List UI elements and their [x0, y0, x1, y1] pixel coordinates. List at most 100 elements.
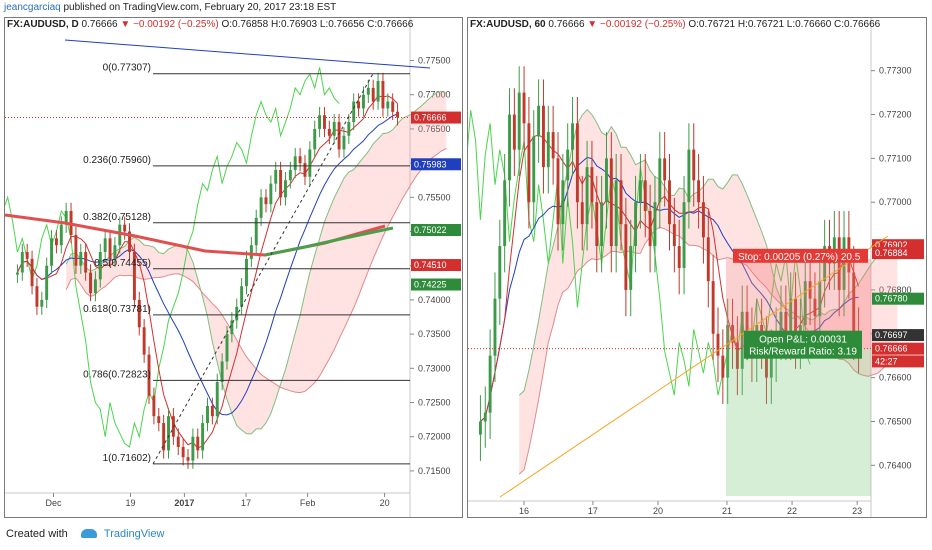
candle-body — [201, 423, 205, 451]
created-with-label: Created with — [6, 528, 68, 540]
candle-body — [30, 258, 34, 287]
candle-body — [323, 115, 326, 129]
price-tag-box — [872, 342, 924, 355]
x-tick-label: 19 — [125, 498, 135, 508]
publish-info: published on TradingView.com, February 2… — [63, 2, 337, 13]
x-tick-label: 20 — [653, 506, 663, 516]
fib-diagonal-line — [152, 73, 374, 465]
candle-body — [803, 281, 807, 325]
candle-body — [590, 167, 594, 203]
y-tick-label: 0.74000 — [418, 295, 451, 305]
price-tag-box — [411, 224, 461, 237]
candle-body — [677, 246, 681, 268]
candle-body — [254, 217, 258, 246]
candle-body — [35, 286, 39, 307]
candle-body — [298, 156, 302, 164]
daily-ohlc: O:0.76858 H:0.76903 L:0.76656 C:0.76666 — [221, 19, 414, 30]
trend-line-top — [64, 39, 431, 69]
candle-body — [361, 94, 365, 109]
author-link[interactable]: jeancgarciaq — [4, 2, 61, 13]
candle-body — [794, 298, 798, 343]
fib-level-label: 0.618(0.73781) — [83, 304, 151, 315]
candle-body — [682, 202, 686, 268]
fib-level-label: 0.5(0.74455) — [94, 258, 151, 269]
candle-body — [123, 224, 127, 232]
candle-body — [808, 281, 812, 299]
candle-body — [731, 325, 734, 343]
candle-body — [269, 183, 273, 205]
candle-body — [342, 135, 346, 150]
cloud-span-a-line — [518, 108, 898, 396]
daily-symbol: FX:AUDUSD, D — [7, 19, 79, 30]
candle-body — [264, 197, 268, 205]
price-tag-box — [411, 158, 461, 171]
price-tag-box — [411, 111, 461, 124]
hourly-chart-panel[interactable]: FX:AUDUSD, 60 0.76666 ▼ −0.00192 (−0.25%… — [467, 17, 927, 518]
candle-body — [561, 180, 565, 225]
candle-body — [113, 245, 117, 259]
candle-body — [585, 167, 589, 225]
daily-chart-panel[interactable]: FX:AUDUSD, D 0.76666 ▼ −0.00192 (−0.25%)… — [4, 17, 463, 518]
candle-body — [381, 81, 385, 109]
x-tick-label: 23 — [852, 506, 862, 516]
candle-body — [152, 395, 156, 417]
candle-body — [391, 101, 395, 112]
hourly-symbol: FX:AUDUSD, 60 — [470, 19, 546, 30]
price-tag-box — [872, 329, 924, 342]
pnl-label: Open P&L: 0.00031 — [759, 335, 847, 346]
price-tag-label: 0.75022 — [414, 225, 447, 235]
candle-body — [54, 238, 58, 246]
stop-label: Stop: 0.00205 (0.27%) 20.5 — [738, 252, 861, 263]
candle-body — [687, 149, 691, 203]
candle-body — [89, 272, 92, 294]
y-tick-label: 0.73000 — [418, 363, 451, 373]
candle-body — [366, 87, 370, 95]
candle-body — [818, 281, 822, 317]
price-tag-box — [872, 247, 924, 260]
candle-body — [488, 355, 492, 413]
candle-body — [132, 252, 136, 300]
tradingview-logo-icon — [80, 528, 97, 538]
candle-body — [692, 149, 696, 181]
candle-body — [176, 436, 180, 447]
tradingview-brand-link[interactable]: TradingView — [103, 528, 165, 540]
y-tick-label: 0.72000 — [418, 432, 451, 442]
y-tick-label: 0.75500 — [418, 192, 451, 202]
stop-label-box — [733, 248, 868, 263]
ma-green-line — [264, 226, 394, 257]
x-tick-label: 20 — [380, 498, 390, 508]
candle-body — [386, 101, 390, 109]
price-tag-label: 42:27 — [875, 356, 898, 366]
candle-body — [230, 320, 234, 335]
candle-body — [653, 202, 657, 247]
footer: Created with TradingView — [6, 528, 164, 540]
y-tick-label: 0.76600 — [879, 373, 912, 383]
candle-body — [813, 298, 817, 317]
hourly-chart-canvas[interactable]: 0.773000.772000.771000.770000.769000.768… — [468, 18, 926, 517]
candle-body — [357, 101, 361, 109]
y-tick-label: 0.77000 — [879, 197, 912, 207]
x-tick-label: 22 — [787, 506, 797, 516]
candle-body — [697, 180, 701, 203]
candle-body — [508, 114, 511, 181]
ichimoku-cloud — [66, 91, 447, 434]
candle-body — [745, 311, 749, 334]
candle-body — [614, 180, 618, 247]
hourly-ohlc: O:0.76721 H:0.76721 L:0.76660 C:0.76666 — [688, 19, 881, 30]
candle-body — [852, 272, 856, 334]
daily-chart-canvas[interactable]: 0.775000.770000.765000.760000.755000.750… — [5, 18, 462, 517]
candle-body — [347, 122, 351, 136]
candle-body — [789, 298, 793, 334]
candle-body — [45, 265, 49, 300]
candle-body — [245, 258, 248, 287]
y-tick-label: 0.77500 — [418, 56, 451, 66]
candle-body — [137, 299, 141, 328]
candle-body — [735, 342, 739, 369]
candle-body — [259, 197, 263, 218]
candle-body — [779, 311, 783, 334]
candle-body — [147, 354, 151, 396]
candle-body — [171, 416, 175, 437]
candle-body — [50, 238, 54, 266]
candle-body — [181, 446, 185, 458]
candle-body — [371, 87, 375, 102]
